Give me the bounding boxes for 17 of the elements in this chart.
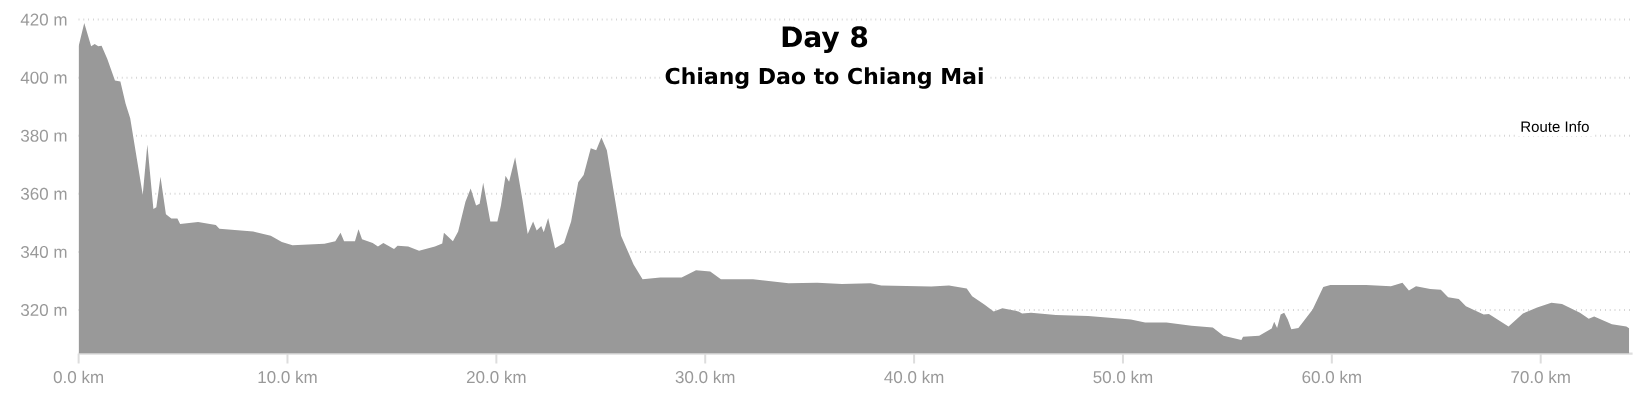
text: Chiang Dao to Chiang Mai <box>665 67 983 89</box>
y-tick-label: 420 m <box>20 13 67 26</box>
x-tick-label: 30.0 km <box>675 370 735 384</box>
y-tick-label: 340 m <box>20 245 67 258</box>
chart-title: Day 8 <box>782 26 868 54</box>
x-tick-label: 20.0 km <box>466 370 526 384</box>
x-tick-label: 60.0 km <box>1302 370 1361 384</box>
x-tick-label: 0.0 km <box>53 370 103 384</box>
annotation: Route Info <box>1521 120 1589 132</box>
x-tick-label: 40.0 km <box>884 370 944 384</box>
y-tick-label: 360 m <box>20 187 67 200</box>
y-tick-label: 320 m <box>20 304 67 317</box>
x-tick-label: 50.0 km <box>1093 370 1153 384</box>
x-tick-label: 10.0 km <box>258 370 317 384</box>
y-tick-label: 380 m <box>20 129 67 142</box>
x-tick-label: 70.0 km <box>1511 370 1570 384</box>
y-tick-label: 400 m <box>20 71 67 84</box>
